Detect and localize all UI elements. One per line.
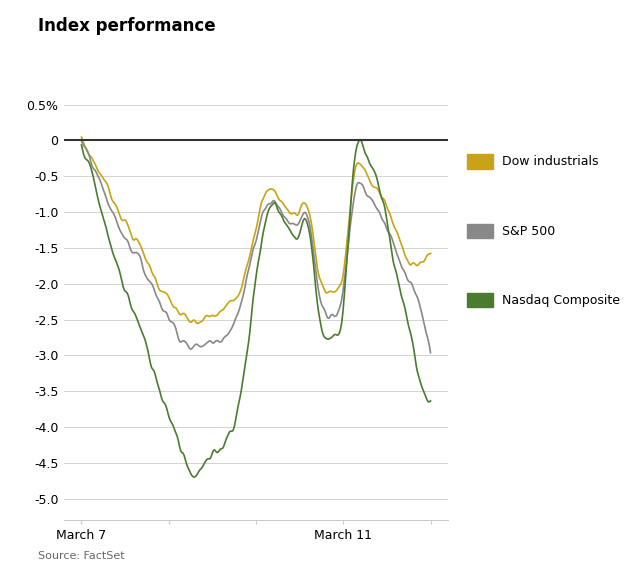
Line: Nasdaq Composite: Nasdaq Composite (81, 140, 431, 477)
S&P 500 (77, 138, 85, 144)
Dow industrials (373, 184, 381, 191)
Text: Dow industrials: Dow industrials (502, 155, 599, 168)
S&P 500 (79, 140, 86, 147)
Line: Dow industrials: Dow industrials (81, 137, 431, 323)
S&P 500 (284, 218, 292, 225)
Text: S&P 500: S&P 500 (502, 225, 556, 238)
Nasdaq Composite (396, 287, 404, 294)
Text: Source: FactSet: Source: FactSet (38, 551, 125, 561)
Dow industrials (77, 134, 85, 140)
Dow industrials (427, 250, 435, 257)
Nasdaq Composite (374, 180, 382, 187)
S&P 500 (394, 253, 402, 260)
Nasdaq Composite (191, 473, 198, 480)
Nasdaq Composite (79, 147, 86, 154)
Text: Index performance: Index performance (38, 17, 216, 35)
Dow industrials (292, 211, 300, 218)
Dow industrials (79, 137, 86, 144)
S&P 500 (285, 220, 293, 227)
S&P 500 (427, 349, 435, 356)
Nasdaq Composite (287, 228, 294, 235)
Nasdaq Composite (285, 225, 293, 232)
Line: S&P 500: S&P 500 (81, 141, 431, 353)
Nasdaq Composite (77, 142, 85, 149)
Dow industrials (395, 234, 403, 241)
Dow industrials (287, 210, 294, 217)
Text: Nasdaq Composite: Nasdaq Composite (502, 294, 620, 307)
Nasdaq Composite (292, 236, 300, 243)
S&P 500 (372, 203, 380, 210)
Nasdaq Composite (356, 136, 364, 143)
S&P 500 (291, 221, 299, 228)
Dow industrials (285, 209, 293, 216)
Nasdaq Composite (427, 397, 435, 404)
Dow industrials (193, 320, 201, 327)
